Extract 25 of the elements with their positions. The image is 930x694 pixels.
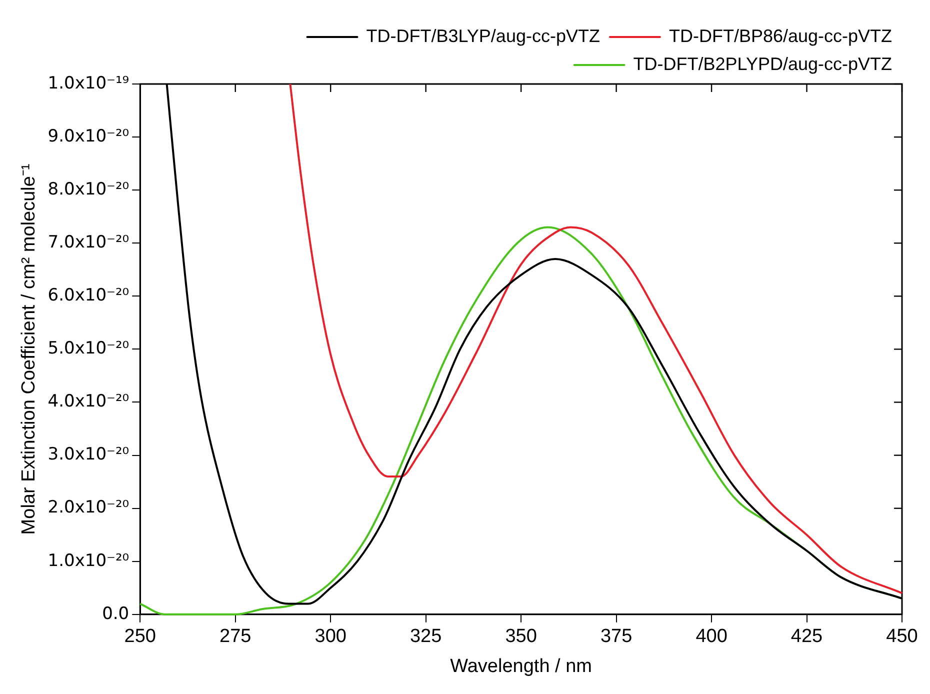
y-tick-label: 1.0x10⁻²⁰ xyxy=(48,550,130,571)
x-tick-label: 400 xyxy=(696,626,728,648)
x-tick-label: 300 xyxy=(314,626,346,648)
y-tick-label: 2.0x10⁻²⁰ xyxy=(48,498,130,518)
y-tick-label: 7.0x10⁻²⁰ xyxy=(48,232,130,253)
x-tick-label: 250 xyxy=(124,626,156,648)
y-tick-label: 4.0x10⁻²⁰ xyxy=(48,392,130,412)
x-tick-label: 425 xyxy=(790,626,823,648)
x-tick-label: 325 xyxy=(410,626,442,648)
x-tick-label: 450 xyxy=(886,626,918,648)
legend-label: TD-DFT/B3LYP/aug-cc-pVTZ xyxy=(366,26,600,46)
y-tick-label: 5.0x10⁻²⁰ xyxy=(48,338,130,359)
y-tick-label: 3.0x10⁻²⁰ xyxy=(48,444,130,465)
y-tick-label: 1.0x10⁻¹⁹ xyxy=(48,73,130,94)
y-tick-label: 9.0x10⁻²⁰ xyxy=(48,126,130,146)
x-tick-label: 275 xyxy=(220,626,252,648)
y-tick-label: 8.0x10⁻²⁰ xyxy=(48,180,130,200)
y-tick-label: 0.0 xyxy=(102,604,130,624)
x-axis-title: Wavelength / nm xyxy=(450,656,592,677)
legend-label: TD-DFT/BP86/aug-cc-pVTZ xyxy=(668,26,892,46)
legend-label: TD-DFT/B2PLYPD/aug-cc-pVTZ xyxy=(633,54,892,74)
y-tick-label: 6.0x10⁻²⁰ xyxy=(48,286,130,306)
x-tick-label: 350 xyxy=(505,626,537,648)
x-tick-label: 375 xyxy=(600,626,632,648)
y-axis-title: Molar Extinction Coefficient / cm² molecule⁻¹ xyxy=(18,164,40,535)
